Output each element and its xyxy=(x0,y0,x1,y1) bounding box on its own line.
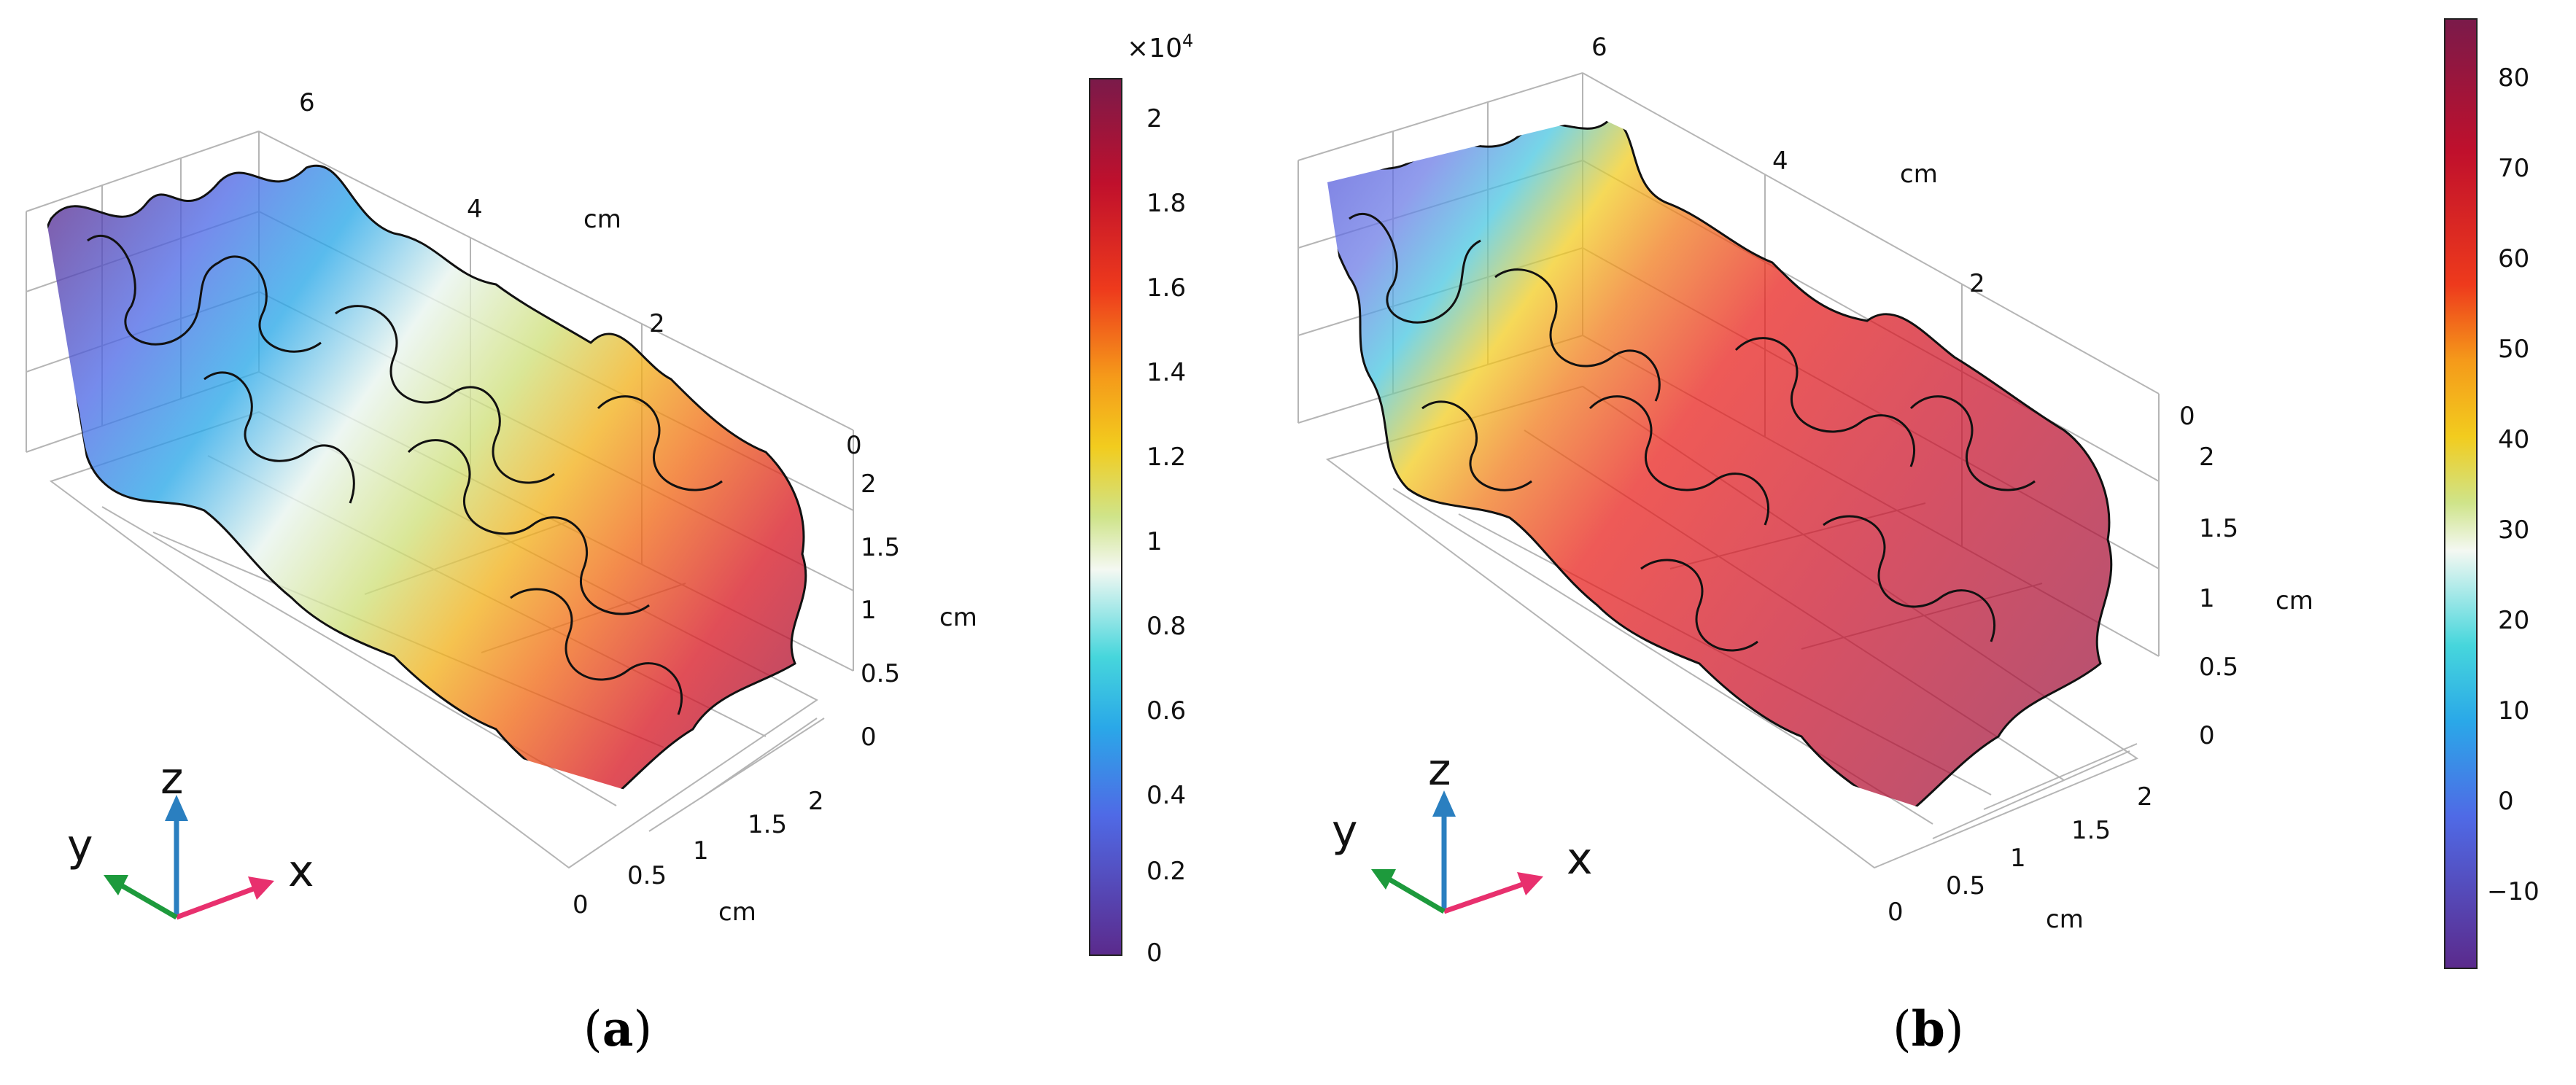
z-tick: 0 xyxy=(2199,721,2215,750)
y-tick: 6 xyxy=(299,88,315,117)
colorbar-tick: 1.2 xyxy=(1147,443,1186,472)
x-tick: 1 xyxy=(693,836,709,866)
y-axis-unit: cm xyxy=(583,205,621,234)
colorbar-tick: 2 xyxy=(1147,104,1163,133)
z-axis-unit: cm xyxy=(939,603,977,632)
colorbar-tick: 1.8 xyxy=(1147,189,1186,218)
y-tick: 6 xyxy=(1591,33,1607,62)
z-tick: 2 xyxy=(861,470,877,499)
colorbar-tick: 30 xyxy=(2498,516,2529,545)
x-tick: 1.5 xyxy=(748,810,787,839)
x-tick: 2 xyxy=(2137,782,2153,812)
z-tick: 1 xyxy=(861,596,877,625)
colorbar-tick: 0.4 xyxy=(1147,781,1186,810)
axis-triad-b: z x y xyxy=(1332,744,1593,914)
x-tick: 0 xyxy=(1888,898,1904,927)
colorbar-tick: 0.2 xyxy=(1147,857,1186,886)
velocity-field-blobs xyxy=(44,164,807,795)
colorbar-tick: 10 xyxy=(2498,696,2529,726)
colorbar-tick: 1.4 xyxy=(1147,358,1186,387)
x-tick: 0.5 xyxy=(627,861,667,890)
colorbar-a: ×104 2 1.8 1.6 1.4 1.2 1 0.8 0.6 0.4 0.2… xyxy=(1089,31,1193,968)
x-tick: 1.5 xyxy=(2071,816,2111,845)
y-tick: 0 xyxy=(2179,402,2195,431)
z-tick: 0.5 xyxy=(861,659,900,688)
axis-ticks-b: 6 4 2 0 cm 2 1.5 1 0.5 0 cm 0 0.5 1 1.5 … xyxy=(1591,33,2313,934)
y-tick: 4 xyxy=(467,195,483,224)
y-tick: 4 xyxy=(1772,147,1788,176)
y-tick: 2 xyxy=(649,309,665,338)
colorbar-tick: 20 xyxy=(2498,606,2529,635)
axis-triad-a: z x y xyxy=(67,753,314,920)
colorbar-tick: 60 xyxy=(2498,244,2529,273)
triad-z-label: z xyxy=(1428,744,1451,796)
colorbar-tick: 0.8 xyxy=(1147,612,1186,641)
temperature-field-blobs xyxy=(1327,117,2113,809)
z-tick: 0.5 xyxy=(2199,653,2238,682)
colorbar-tick: 70 xyxy=(2498,154,2529,183)
z-tick: 0 xyxy=(861,723,877,752)
z-tick: 2 xyxy=(2199,443,2215,472)
y-tick: 0 xyxy=(846,431,862,460)
y-tick: 2 xyxy=(1969,269,1985,298)
z-tick: 1.5 xyxy=(2199,514,2238,543)
panel-a: 6 4 2 0 cm 2 1.5 1 0.5 0 cm 0 0.5 1 1.5 … xyxy=(26,31,1193,968)
x-tick: 1 xyxy=(2010,844,2026,873)
z-tick: 1 xyxy=(2199,584,2215,613)
colorbar-tick: 0 xyxy=(2498,787,2514,816)
triad-x-label: x xyxy=(288,846,314,897)
triad-y-label: y xyxy=(67,820,93,871)
colorbar-tick: 0 xyxy=(1147,938,1163,968)
y-axis-unit: cm xyxy=(1900,160,1938,189)
panel-b: 6 4 2 0 cm 2 1.5 1 0.5 0 cm 0 0.5 1 1.5 … xyxy=(1297,18,2540,969)
panel-a-caption: (a) xyxy=(583,1000,653,1057)
colorbar-tick: −10 xyxy=(2487,877,2540,906)
x-tick: 0 xyxy=(573,890,589,919)
colorbar-multiplier: ×104 xyxy=(1127,31,1193,63)
colorbar-tick: 40 xyxy=(2498,425,2529,454)
colorbar-tick: 0.6 xyxy=(1147,696,1186,726)
colorbar-tick: 80 xyxy=(2498,63,2529,93)
triad-x-label: x xyxy=(1567,833,1593,884)
x-axis-unit: cm xyxy=(718,898,756,927)
triad-y-label: y xyxy=(1332,806,1358,857)
colorbar-tick: 50 xyxy=(2498,335,2529,364)
x-axis-unit: cm xyxy=(2046,905,2084,934)
z-axis-unit: cm xyxy=(2276,586,2313,615)
x-tick: 2 xyxy=(808,787,824,816)
x-tick: 0.5 xyxy=(1946,871,1985,901)
panel-b-caption: (b) xyxy=(1893,1000,1964,1057)
colorbar-tick: 1 xyxy=(1147,527,1163,556)
colorbar-tick: 1.6 xyxy=(1147,273,1186,303)
z-tick: 1.5 xyxy=(861,533,900,562)
colorbar-b: 80 70 60 50 40 30 20 10 0 −10 xyxy=(2444,18,2540,969)
axis-ticks-a: 6 4 2 0 cm 2 1.5 1 0.5 0 cm 0 0.5 1 1.5 … xyxy=(299,88,977,927)
triad-z-label: z xyxy=(160,753,184,804)
